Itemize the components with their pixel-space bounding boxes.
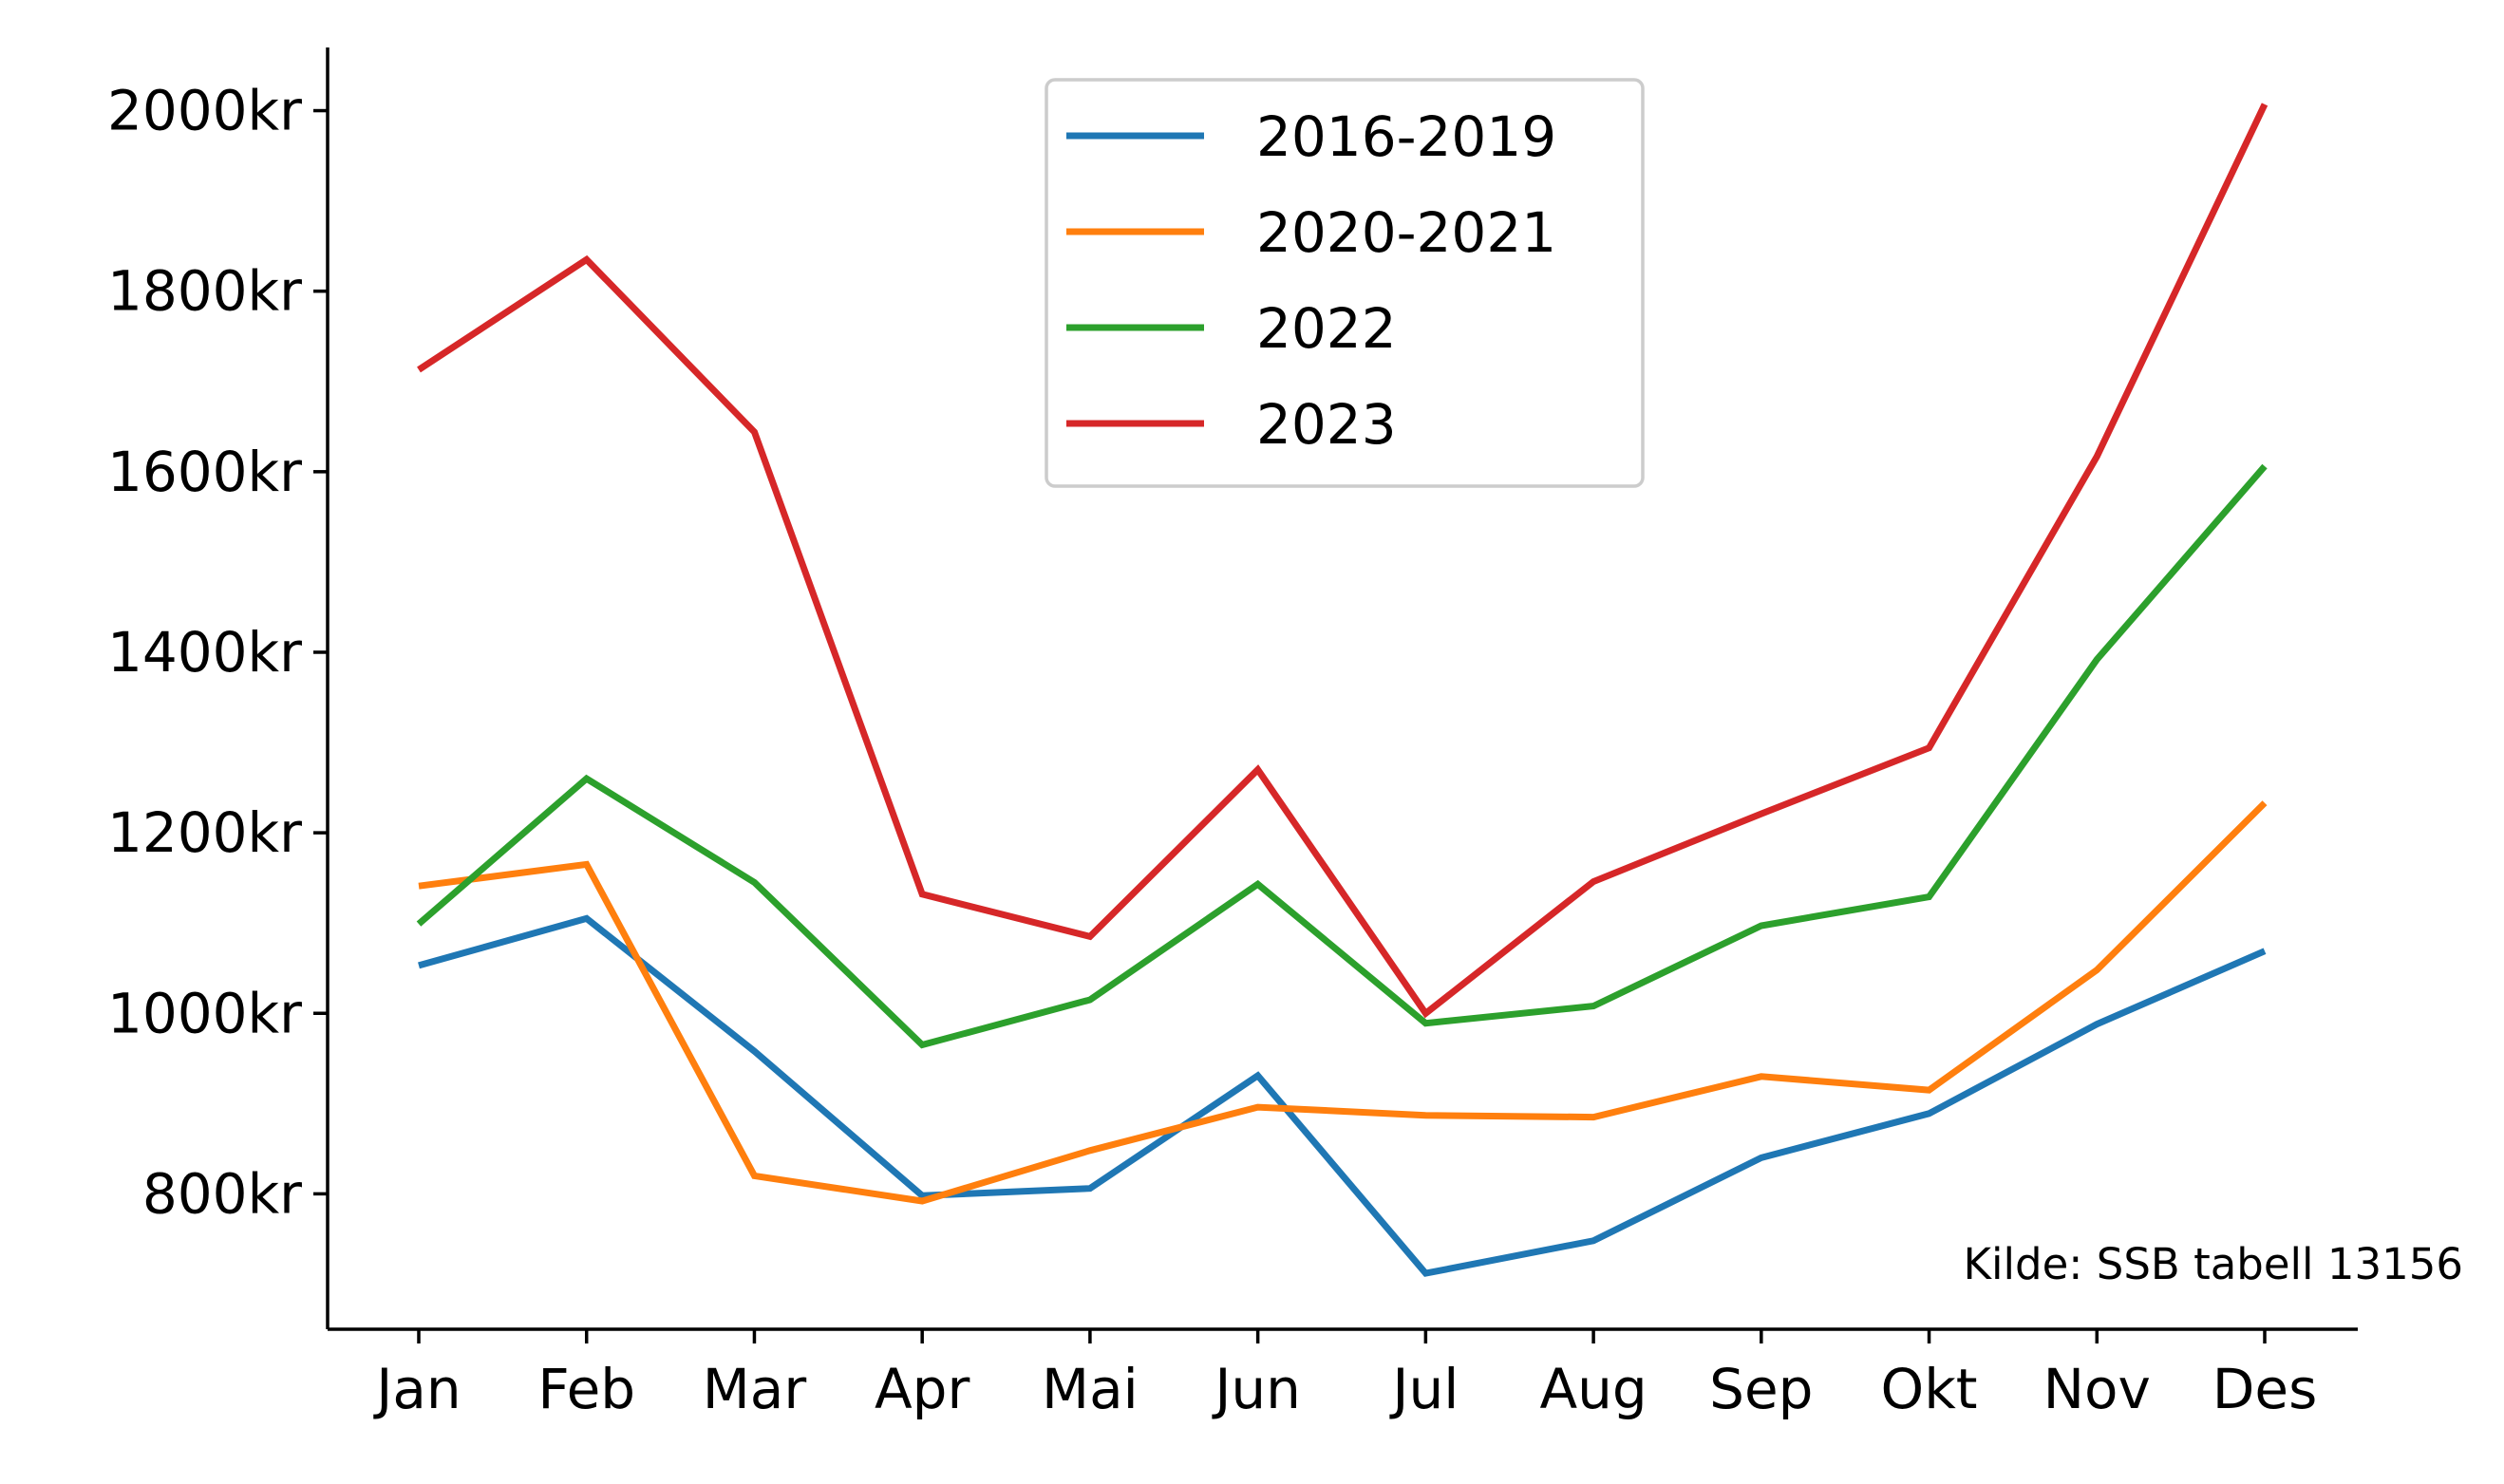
- legend-box: [1045, 78, 1645, 488]
- x-tick-label: Jun: [1212, 1357, 1301, 1421]
- x-tick-label: Mai: [1042, 1357, 1139, 1421]
- series-line-2023: [417, 103, 2269, 1019]
- x-tick-label: Jan: [373, 1357, 461, 1421]
- x-tick-label: Mar: [703, 1357, 807, 1421]
- y-tick-label: 1000kr: [107, 981, 302, 1045]
- legend: 2016-2019 2020-2021 2022 2023: [1045, 78, 1645, 488]
- legend-label-2020-2021: 2020-2021: [1256, 200, 1556, 265]
- x-tick-label: Nov: [2043, 1357, 2151, 1421]
- legend-label-2023: 2023: [1256, 392, 1397, 457]
- y-tick-label: 800kr: [142, 1161, 302, 1226]
- x-tick-label: Des: [2212, 1357, 2318, 1421]
- y-tick-label: 1600kr: [107, 440, 302, 504]
- legend-items: 2016-2019 2020-2021 2022 2023: [1066, 104, 1556, 457]
- series-line-2022: [416, 463, 2268, 1049]
- y-axis-ticks: 800kr 1000kr 1200kr 1400kr 1600kr 1800kr 2000k…: [107, 79, 328, 1226]
- legend-label-2016-2019: 2016-2019: [1256, 104, 1556, 169]
- y-tick-label: 1800kr: [107, 259, 302, 324]
- y-tick-label: 1400kr: [107, 620, 302, 685]
- series-line-2020-2021: [418, 800, 2268, 1205]
- series-line-2016-2019: [418, 914, 2267, 1277]
- series-layer: [416, 103, 2269, 1277]
- x-tick-label: Sep: [1709, 1357, 1813, 1421]
- x-tick-label: Jul: [1389, 1357, 1459, 1421]
- legend-label-2022: 2022: [1256, 296, 1397, 361]
- axes-layer: [326, 47, 2358, 1331]
- x-tick-label: Feb: [537, 1357, 635, 1421]
- x-tick-label: Okt: [1881, 1357, 1978, 1421]
- y-tick-label: 2000kr: [107, 79, 302, 143]
- y-tick-label: 1200kr: [107, 800, 302, 865]
- source-annotation: Kilde: SSB tabell 13156: [1964, 1239, 2463, 1289]
- x-axis-ticks: Jan Feb Mar Apr Mai Jun Jul Aug Sep Okt Nov Des: [373, 1329, 2317, 1421]
- x-tick-label: Apr: [875, 1357, 970, 1421]
- x-tick-label: Aug: [1539, 1357, 1647, 1421]
